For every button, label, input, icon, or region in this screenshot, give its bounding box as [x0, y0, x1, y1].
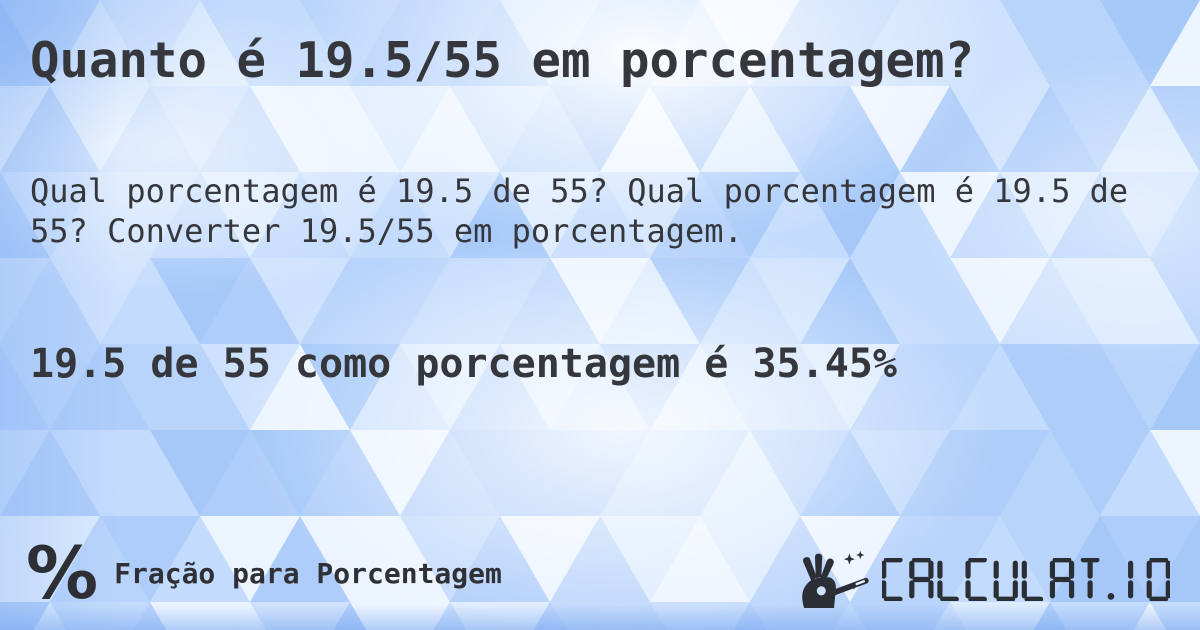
question-description: Qual porcentagem é 19.5 de 55? Qual porc…: [30, 172, 1129, 250]
percent-icon: %: [26, 531, 99, 615]
page-title: Quanto é 19.5/55 em porcentagem?: [30, 32, 975, 89]
brand-logo: [793, 550, 1170, 608]
calculatio-logo-text: [882, 557, 1170, 601]
answer-heading: 19.5 de 55 como porcentagem é 35.45%: [30, 341, 897, 387]
category-badge: % Fração para Porcentagem: [26, 531, 502, 615]
category-label: Fração para Porcentagem: [114, 556, 502, 590]
magic-wand-hand-icon: [802, 550, 869, 608]
